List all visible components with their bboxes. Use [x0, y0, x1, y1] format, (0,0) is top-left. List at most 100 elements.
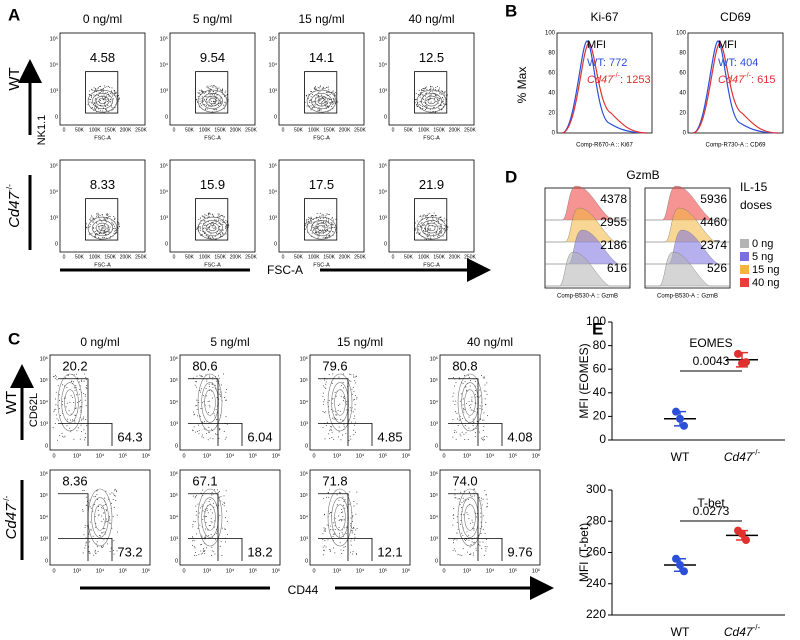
event-dot — [115, 499, 117, 501]
event-dot — [203, 511, 205, 513]
panel-letter: A — [8, 5, 20, 24]
contour — [334, 504, 346, 531]
event-dot — [469, 553, 471, 555]
event-dot — [192, 526, 194, 528]
contour — [331, 382, 349, 423]
event-dot — [486, 435, 488, 437]
event-dot — [102, 518, 104, 520]
event-dot — [65, 406, 67, 408]
event-dot — [429, 94, 431, 96]
plot-frame — [644, 187, 731, 289]
mfi-value: 2955 — [600, 215, 627, 229]
event-dot — [214, 553, 216, 555]
event-dot — [425, 99, 427, 101]
event-dot — [326, 105, 328, 107]
event-dot — [211, 512, 213, 514]
event-dot — [323, 530, 325, 532]
event-dot — [331, 217, 333, 219]
event-dot — [224, 101, 226, 103]
event-dot — [206, 433, 208, 435]
event-dot — [454, 538, 456, 540]
event-dot — [204, 516, 206, 518]
event-dot — [355, 382, 357, 384]
gate-value: 21.9 — [419, 177, 444, 192]
event-dot — [210, 88, 212, 90]
event-dot — [345, 526, 347, 528]
event-dot — [426, 219, 428, 221]
event-dot — [356, 528, 358, 530]
event-dot — [216, 94, 218, 96]
y-tick-label: 0 — [384, 114, 387, 120]
event-dot — [341, 531, 343, 533]
event-dot — [76, 430, 78, 432]
event-dot — [95, 235, 97, 237]
event-dot — [440, 232, 442, 234]
event-dot — [217, 88, 219, 90]
event-dot — [323, 401, 325, 403]
event-dot — [425, 93, 427, 95]
event-dot — [325, 226, 327, 228]
event-dot — [214, 415, 216, 417]
event-dot — [93, 94, 95, 96]
event-dot — [104, 85, 106, 87]
event-dot — [211, 522, 213, 524]
event-dot — [212, 386, 214, 388]
event-dot — [452, 395, 454, 397]
event-dot — [113, 549, 115, 551]
column-header: 5 ng/ml — [193, 12, 232, 26]
event-dot — [115, 230, 117, 232]
y-tick-label: 0 — [274, 241, 277, 247]
event-dot — [219, 377, 221, 379]
event-dot — [221, 554, 223, 556]
event-dot — [476, 420, 478, 422]
event-dot — [207, 439, 209, 441]
event-dot — [91, 106, 93, 108]
x-tick-label: 10³ — [463, 453, 471, 459]
event-dot — [201, 215, 203, 217]
event-dot — [225, 416, 227, 418]
event-dot — [419, 92, 421, 94]
event-dot — [114, 218, 116, 220]
event-dot — [215, 108, 217, 110]
event-dot — [322, 86, 324, 88]
event-dot — [199, 92, 201, 94]
event-dot — [431, 220, 433, 222]
y-tick-label: 10⁵ — [430, 377, 438, 384]
event-dot — [343, 395, 345, 397]
event-dot — [328, 549, 330, 551]
event-dot — [89, 506, 91, 508]
event-dot — [102, 237, 104, 239]
quadrant-value: 73.2 — [117, 544, 142, 559]
event-dot — [313, 228, 315, 230]
event-dot — [484, 533, 486, 535]
event-dot — [333, 100, 335, 102]
event-dot — [414, 229, 416, 231]
x-tick-label: 0 — [312, 453, 315, 459]
event-dot — [426, 91, 428, 93]
y-tick-label: 10⁶ — [170, 470, 178, 477]
event-dot — [94, 550, 96, 552]
event-dot — [214, 384, 216, 386]
event-dot — [92, 535, 94, 537]
event-dot — [333, 93, 335, 95]
x-tick-label: 10⁴ — [226, 452, 235, 459]
event-dot — [472, 409, 474, 411]
event-dot — [485, 390, 487, 392]
event-dot — [414, 102, 416, 104]
event-dot — [310, 229, 312, 231]
event-dot — [469, 407, 471, 409]
event-dot — [433, 236, 435, 238]
event-dot — [339, 535, 341, 537]
y-tick-label: 10⁵ — [300, 492, 308, 499]
legend-label: 15 ng — [752, 264, 780, 276]
event-dot — [437, 219, 439, 221]
x-tick-label: 0 — [282, 254, 285, 260]
event-dot — [224, 396, 226, 398]
event-dot — [94, 234, 96, 236]
event-dot — [196, 495, 198, 497]
event-dot — [424, 109, 426, 111]
event-dot — [471, 538, 473, 540]
x-axis-label: FSC-A — [423, 135, 440, 141]
event-dot — [95, 104, 97, 106]
event-dot — [108, 95, 110, 97]
